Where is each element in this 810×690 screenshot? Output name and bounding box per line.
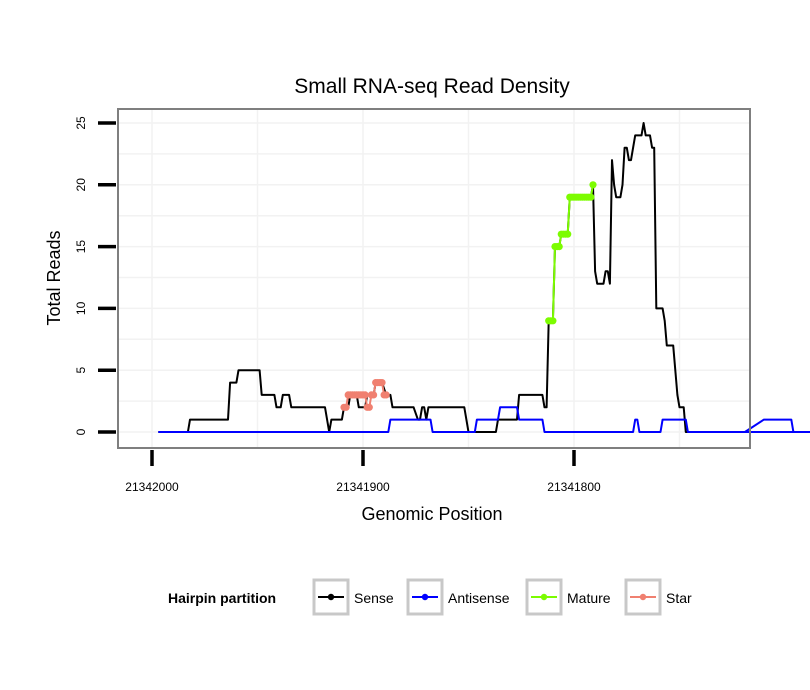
y-tick-label: 15 — [74, 240, 88, 254]
legend-key-point — [540, 593, 548, 601]
y-tick-label: 20 — [74, 178, 88, 192]
star-point — [382, 391, 390, 399]
legend-label: Star — [666, 590, 692, 606]
legend-key-point — [639, 593, 647, 601]
sense-series-line — [158, 122, 709, 433]
legend-title: Hairpin partition — [168, 590, 276, 606]
mature-point — [564, 230, 572, 238]
x-tick-label: 21341900 — [336, 480, 390, 494]
mature-point — [587, 193, 595, 201]
panel-border — [117, 108, 751, 449]
legend-item-mature: Mature — [525, 578, 611, 616]
legend-label: Sense — [354, 590, 394, 606]
legend-item-antisense: Antisense — [406, 578, 510, 616]
chart-title: Small RNA-seq Read Density — [294, 75, 570, 98]
legend-item-sense: Sense — [312, 578, 394, 616]
y-tick-label: 5 — [74, 367, 88, 374]
y-axis-title: Total Reads — [44, 230, 64, 325]
legend-label: Mature — [567, 590, 611, 606]
legend-key-point — [421, 593, 429, 601]
mature-point — [589, 181, 597, 189]
star-point — [342, 403, 350, 411]
plot-panel — [118, 109, 750, 448]
grid — [118, 109, 750, 448]
legend-item-star: Star — [624, 578, 692, 616]
axes: 21342000 21341900 21341800 0 5 10 15 20 25 — [74, 108, 751, 494]
x-tick-label: 21342000 — [125, 480, 179, 494]
y-tick-label: 10 — [74, 301, 88, 315]
series-layer — [158, 122, 810, 433]
antisense-series-line — [158, 406, 810, 433]
legend-key-point — [327, 593, 335, 601]
x-tick-label: 21341800 — [547, 480, 601, 494]
star-point — [361, 391, 369, 399]
mature-point — [555, 243, 563, 251]
y-tick-label: 0 — [74, 428, 88, 435]
panel-background — [118, 109, 750, 448]
legend: Hairpin partition Sense Antisense Mature St… — [168, 578, 692, 616]
star-point — [370, 391, 378, 399]
star-point — [378, 379, 386, 387]
star-point — [365, 403, 373, 411]
y-tick-label: 25 — [74, 116, 88, 130]
x-axis-title: Genomic Position — [361, 504, 502, 524]
mature-point — [549, 317, 557, 325]
legend-label: Antisense — [448, 590, 510, 606]
